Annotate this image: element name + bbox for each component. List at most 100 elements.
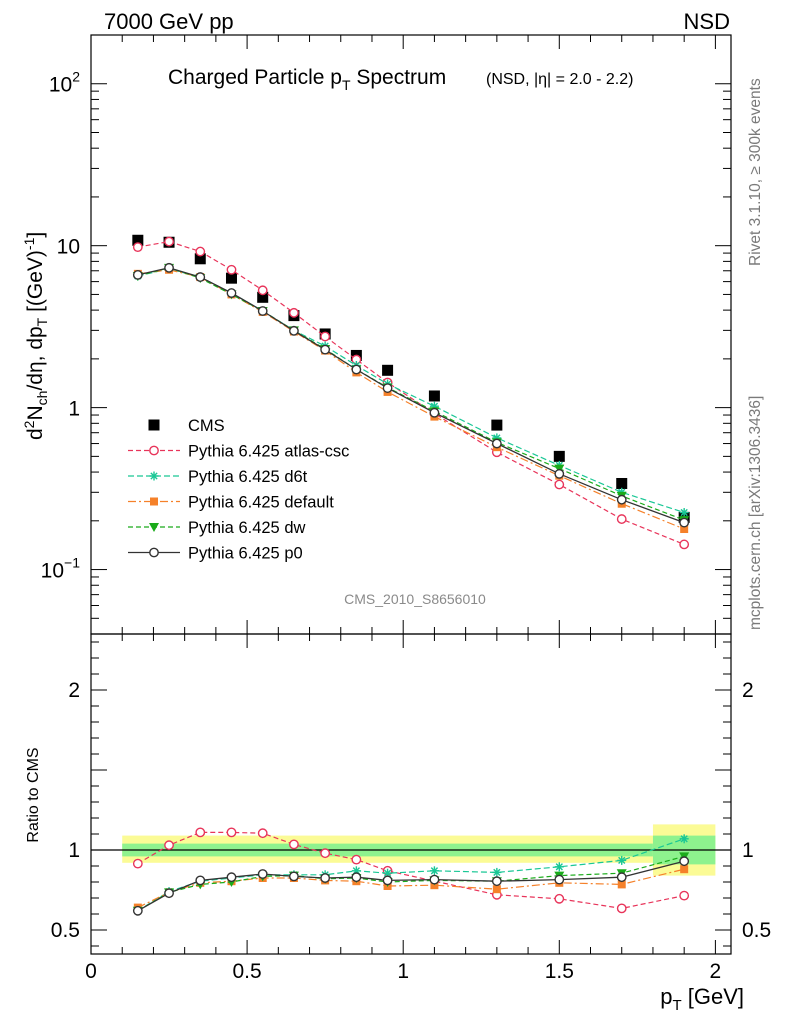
ratio-point-p0 [491,876,502,887]
legend-item-p0: Pythia 6.425 p0 [128,545,303,563]
main-point-cms [428,390,440,402]
ratio-point-p0 [679,856,690,867]
chart-title-main: Charged Particle p [168,66,342,89]
chart-title: Charged Particle pT Spectrum [168,66,446,93]
rivet-version-label: Rivet 3.1.10, ≥ 300k events [747,78,764,266]
main-point-p0 [351,364,362,375]
legend-label-p0: Pythia 6.425 p0 [188,545,303,563]
chart-title-subscript: T [342,77,351,93]
ratio-point-p0 [257,869,268,879]
main-line-d6t [137,268,685,514]
main-point-p0 [616,494,627,505]
ratio-point-p0 [429,874,440,885]
ratio-y-tick-label-right: 2 [742,679,754,702]
ratio-series-p0 [132,856,690,916]
ratio-point-atlas_csc [320,848,331,859]
main-point-p0 [429,407,440,418]
ratio-y-tick-label-right: 0.5 [742,919,771,942]
main-plot-frame [90,34,732,635]
main-point-cms [194,253,206,265]
legend-marker-d6t [149,471,159,481]
chart-title-note: (NSD, |η| = 2.0 - 2.2) [486,71,633,88]
header-collision-label: 7000 GeV pp [104,9,234,34]
legend-item-default: Pythia 6.425 default [128,494,334,512]
ratio-point-atlas_csc [226,827,237,838]
x-axis-label: pT [GeV] [660,984,744,1014]
ratio-point-atlas_csc [351,854,362,865]
main-series-p0 [132,262,690,528]
ratio-point-d6t [429,866,439,876]
x-tick-label: 2 [710,960,722,983]
main-y-tick-label: 10−1 [41,555,81,583]
main-y-tick-label: 10 [57,236,80,259]
main-point-atlas_csc [164,236,174,247]
ratio-point-p0 [164,888,174,899]
ratio-point-atlas_csc [679,890,690,901]
ratio-point-atlas_csc [289,839,299,850]
legend-marker-cms [148,419,160,431]
ratio-line-d6t [137,838,685,912]
legend-item-dw: Pythia 6.425 dw [128,519,305,537]
main-point-atlas_csc [679,539,690,550]
ratio-point-d6t [492,867,502,877]
main-point-p0 [226,288,237,298]
ratio-point-p0 [132,905,143,916]
ratio-point-atlas_csc [164,840,174,851]
ratio-point-atlas_csc [616,903,627,914]
ratio-y-tick-label: 0.5 [51,919,80,942]
main-point-d6t [679,508,689,518]
main-point-cms [257,291,269,303]
ratio-point-p0 [382,875,393,886]
main-point-atlas_csc [616,514,627,524]
ratio-point-p0 [351,872,362,883]
legend-item-d6t: Pythia 6.425 d6t [128,468,308,486]
main-point-atlas_csc [195,246,206,257]
legend-label-d6t: Pythia 6.425 d6t [188,468,308,486]
legend-label-dw: Pythia 6.425 dw [188,519,305,537]
ratio-point-d6t [554,862,564,872]
ratio-y-tick-label: 2 [68,679,80,702]
ratio-point-p0 [289,871,299,882]
x-tick-label: 0.5 [232,960,261,983]
ratio-point-p0 [554,874,565,885]
ratio-plot-frame [90,633,732,955]
ratio-y-tick-label-right: 1 [742,839,754,862]
ratio-point-atlas_csc [132,858,143,869]
main-point-atlas_csc [320,331,331,342]
main-point-atlas_csc [226,264,237,275]
legend-item-cms: CMS [148,417,225,435]
ratio-point-d6t [679,834,689,844]
main-point-p0 [679,517,690,528]
ratio-point-default [680,865,689,874]
main-point-cms [491,419,503,431]
main-point-atlas_csc [257,285,268,296]
main-point-p0 [195,272,206,282]
main-point-p0 [132,270,143,280]
main-y-tick-label: 1 [68,398,80,421]
ratio-point-atlas_csc [195,827,206,838]
legend-marker-dw [149,523,159,532]
analysis-watermark: CMS_2010_S8656010 [344,591,486,607]
main-line-p0 [137,267,685,524]
x-tick-label: 1 [397,960,409,983]
ratio-point-p0 [616,872,627,883]
main-point-p0 [554,468,565,479]
legend-item-atlas_csc: Pythia 6.425 atlas-csc [128,443,349,461]
ratio-point-atlas_csc [554,893,565,904]
main-point-cms [132,234,144,246]
x-tick-label: 1.5 [545,960,574,983]
ratio-plot-panel: 0.5 0.51 12 2 0 0.5 1 1.5 2 Ratio to CMS pT [Ge… [25,633,771,1014]
legend-marker-p0 [149,547,159,558]
legend-label-default: Pythia 6.425 default [188,494,334,512]
main-y-tick-label: 102 [49,69,80,97]
ratio-y-axis-label: Ratio to CMS [25,747,42,842]
header-process-label: NSD [684,9,730,34]
ratio-y-tick-label: 1 [68,839,80,862]
x-tick-label: 0 [85,960,97,983]
ratio-line-dw [137,855,685,912]
main-point-p0 [257,306,268,316]
ratio-point-default [617,880,626,889]
legend-label-cms: CMS [188,417,225,435]
